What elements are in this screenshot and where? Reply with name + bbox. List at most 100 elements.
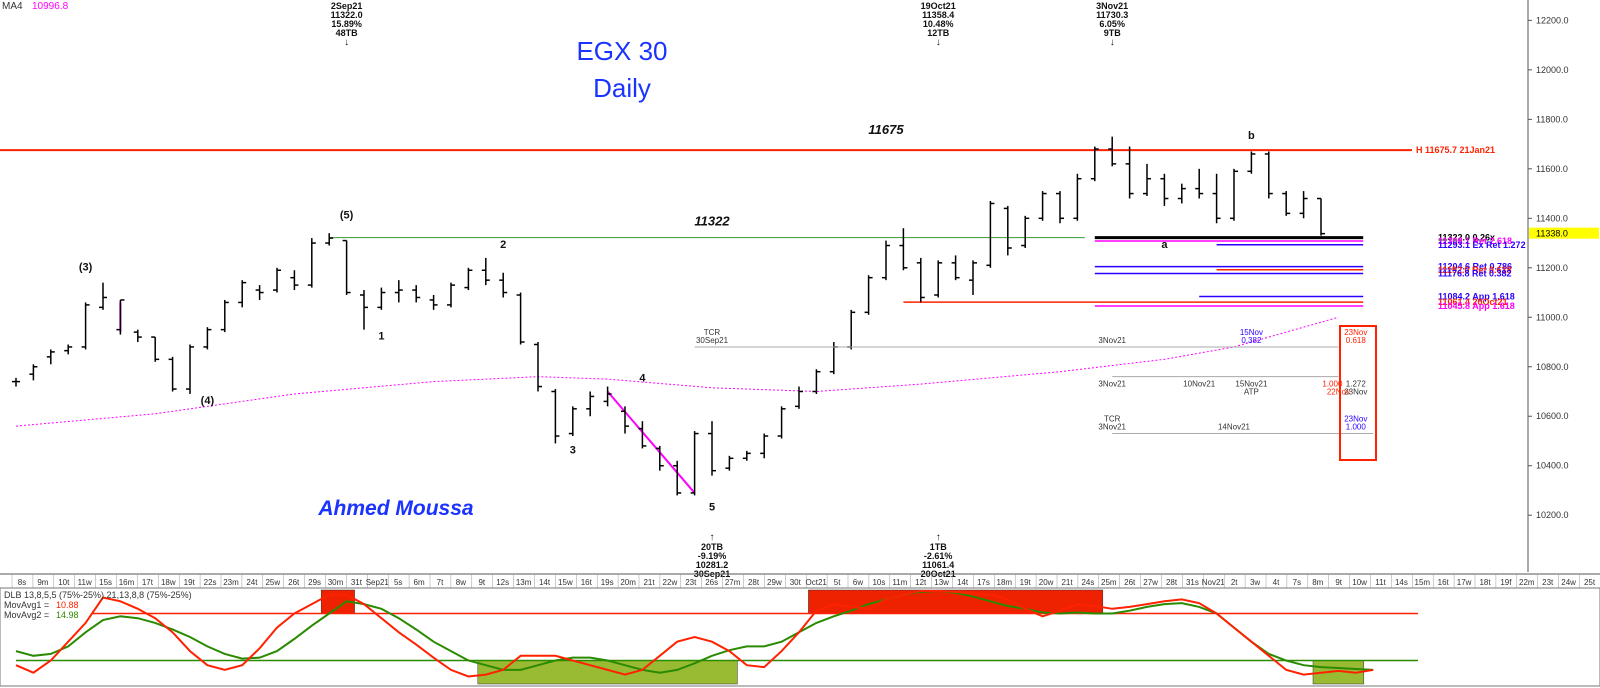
ohlc-bar <box>1247 151 1256 174</box>
ohlc-bar <box>795 386 803 409</box>
ohlc-bar <box>655 445 664 471</box>
x-tick-label: 10t <box>58 578 70 587</box>
time-cycle-label: 15Nov21 <box>1235 380 1268 389</box>
oscillator-header: DLB 13,8,5,5 (75%-25%) 21,13,8,8 (75%-25… <box>4 590 192 600</box>
ohlc-bar <box>551 389 560 444</box>
x-tick-label: 18m <box>997 578 1013 587</box>
time-cycle-label: ATP <box>1244 388 1259 397</box>
time-cycle-label: 3Nov21 <box>1098 336 1126 345</box>
level-label: 11192.0 Ret 0.618 <box>1438 265 1512 275</box>
x-tick-label: 28t <box>1166 578 1178 587</box>
ohlc-bar <box>116 299 125 335</box>
author-signature: Ahmed Moussa <box>317 497 474 520</box>
wave-label: b <box>1248 130 1255 142</box>
ohlc-bar <box>951 255 960 281</box>
x-tick-label: 9t <box>478 578 485 587</box>
ohlc-bar <box>186 344 194 394</box>
level-label: 11061.4 20Oct21 <box>1438 297 1508 307</box>
ohlc-bar <box>307 238 316 288</box>
ohlc-bar <box>1090 146 1099 182</box>
time-cycle-label: 22Nov <box>1327 388 1350 397</box>
ohlc-bar <box>812 369 821 394</box>
x-tick-label: 18t <box>1479 578 1491 587</box>
time-cycle-label: 1.000 <box>1322 380 1343 389</box>
y-tick-label: 11600.0 <box>1536 164 1568 174</box>
ma-header-name: MA4 <box>2 1 23 12</box>
chart-title: EGX 30 <box>576 36 667 66</box>
ohlc-bar <box>29 364 38 381</box>
level-label: 11308.1 Ret 2.618 <box>1438 236 1512 246</box>
x-tick-label: 7s <box>1293 578 1301 587</box>
wave-label: a <box>1161 239 1168 251</box>
ohlc-bar <box>1264 151 1273 199</box>
x-tick-label: 11m <box>892 578 907 587</box>
ohlc-bar <box>673 460 682 496</box>
down-arrow-icon: ↓ <box>936 37 941 48</box>
y-tick-label: 11200.0 <box>1536 263 1568 273</box>
x-tick-label: 8m <box>1312 578 1323 587</box>
y-tick-label: 11000.0 <box>1536 312 1568 322</box>
ohlc-bar <box>447 282 455 308</box>
time-cycle-label: 23Nov <box>1344 415 1367 424</box>
movavg1-label: MovAvg1 = <box>4 600 49 610</box>
x-tick-label: 26s <box>705 578 718 587</box>
chart-subtitle: Daily <box>593 73 651 103</box>
x-tick-label: Sep21 <box>366 578 390 587</box>
x-tick-label: 20m <box>620 578 636 587</box>
oscillator-zone-block <box>477 660 738 685</box>
ohlc-bar <box>638 421 647 449</box>
movavg2-value: 14.98 <box>56 610 79 620</box>
y-tick-label: 11800.0 <box>1536 114 1568 124</box>
ohlc-bar <box>360 290 368 330</box>
x-tick-label: 11w <box>78 578 92 587</box>
x-tick-label: 22m <box>1519 578 1535 587</box>
y-tick-label: 12200.0 <box>1536 15 1569 25</box>
x-tick-label: 19t <box>184 578 196 587</box>
x-tick-label: 29w <box>767 578 782 587</box>
ohlc-bar <box>1317 197 1325 236</box>
x-tick-label: 18w <box>161 578 176 587</box>
ohlc-bar <box>1125 146 1134 199</box>
time-cycle-label: 1.272 <box>1346 380 1367 389</box>
ohlc-bar <box>238 280 247 308</box>
x-tick-label: 29s <box>308 578 321 587</box>
time-cycle-label: 3Nov21 <box>1098 380 1126 389</box>
x-tick-label: 4t <box>1273 578 1280 587</box>
swing-high-annotation: 9TB <box>1104 28 1122 38</box>
swing-high-annotation: 11730.3 <box>1096 10 1128 20</box>
ohlc-bar <box>342 239 351 296</box>
swing-high-annotation: 15.89% <box>331 19 362 29</box>
y-tick-label: 10600.0 <box>1536 411 1569 421</box>
level-label: 11045.8 App 1.618 <box>1438 301 1515 311</box>
x-tick-label: 31t <box>351 578 363 587</box>
ohlc-bar <box>1282 191 1291 216</box>
y-tick-label: 10400.0 <box>1536 461 1569 471</box>
ohlc-bar <box>464 267 473 291</box>
wave-label: (4) <box>201 395 215 407</box>
x-tick-label: 17w <box>1457 578 1472 587</box>
time-cycle-label: 1.000 <box>1346 423 1367 432</box>
time-cycle-label: 0.618 <box>1346 336 1367 345</box>
level-label: 11322.0 0.26x <box>1438 233 1495 243</box>
ohlc-bar <box>220 299 229 333</box>
y-axis: 12200.0 12000.0 11800.0 11600.0 11400.0 11200… <box>1527 0 1599 572</box>
x-tick-label: 2t <box>1231 578 1238 587</box>
x-tick-label: 22w <box>663 578 678 587</box>
ohlc-bar <box>1038 191 1047 221</box>
x-tick-label: 16t <box>1438 578 1450 587</box>
movavg1-value: 10.88 <box>56 600 79 610</box>
wave-label: 2 <box>500 239 506 251</box>
swing-low-annotation: -9.19% <box>698 551 727 561</box>
x-tick-label: 14t <box>957 578 969 587</box>
wave-label: (5) <box>340 209 354 221</box>
ma4-line <box>15 316 1339 427</box>
ohlc-bar <box>1108 136 1117 167</box>
x-tick-label: 7t <box>437 578 444 587</box>
movavg1-line <box>15 589 1374 678</box>
x-tick-label: 14s <box>1395 578 1408 587</box>
swing-high-annotation: 11322.0 <box>331 10 363 20</box>
x-tick-label: 8w <box>456 578 466 587</box>
time-cycle-label: 23Nov <box>1344 328 1367 337</box>
